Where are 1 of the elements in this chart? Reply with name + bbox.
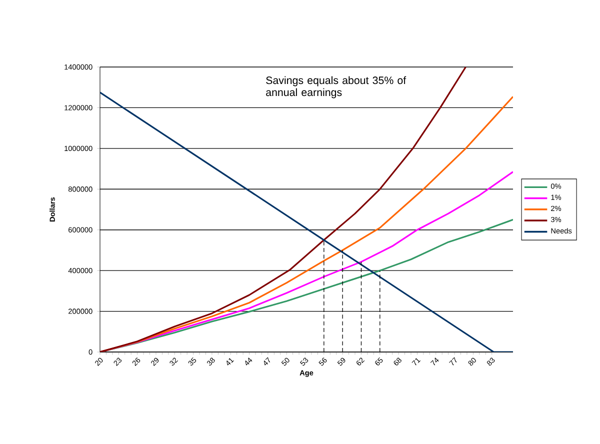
annotation: Savings equals about 35% of annual earnings bbox=[266, 76, 406, 98]
